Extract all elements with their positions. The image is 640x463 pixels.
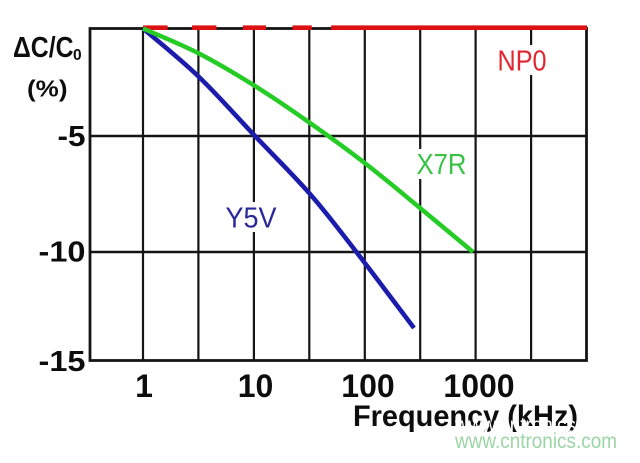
svg-text:1000: 1000 <box>443 368 514 404</box>
svg-text:X7R: X7R <box>417 149 467 181</box>
svg-text:10: 10 <box>238 368 274 404</box>
svg-text:ΔC/C: ΔC/C <box>13 32 74 64</box>
svg-text:www.cntronics.com: www.cntronics.com <box>454 414 617 437</box>
svg-text:-15: -15 <box>39 346 86 378</box>
svg-text:www.cntronics.com: www.cntronics.com <box>454 430 617 453</box>
svg-text:0: 0 <box>73 47 82 64</box>
svg-text:Y5V: Y5V <box>226 203 278 235</box>
svg-text:Frequency (kHz): Frequency (kHz) <box>353 400 578 433</box>
svg-text:1: 1 <box>135 368 153 404</box>
svg-text:NP0: NP0 <box>498 46 547 78</box>
svg-text:(%): (%) <box>27 76 68 102</box>
svg-text:-5: -5 <box>58 121 86 153</box>
svg-text:-10: -10 <box>39 237 86 269</box>
svg-text:100: 100 <box>341 368 394 404</box>
